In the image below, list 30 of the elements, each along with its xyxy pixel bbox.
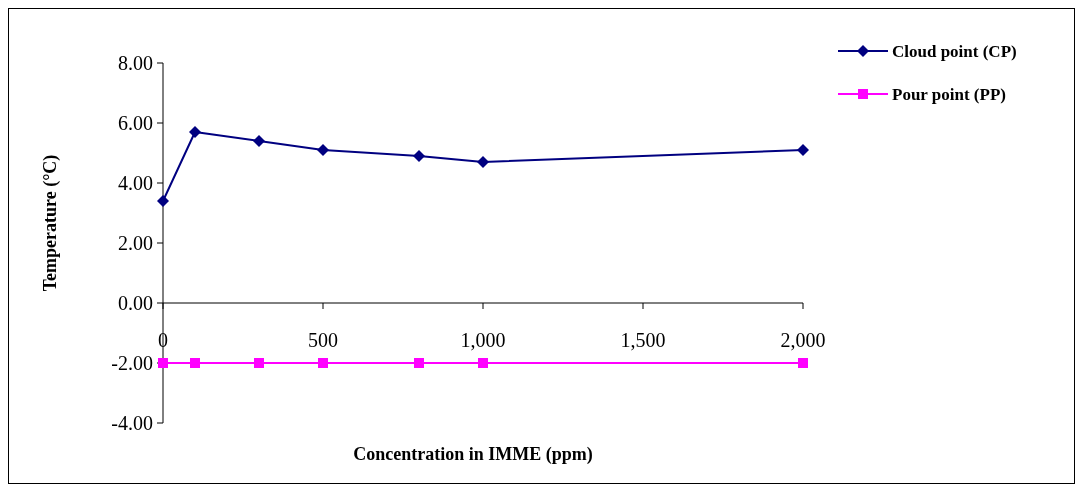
point (157, 195, 169, 207)
point (158, 358, 168, 368)
point (254, 358, 264, 368)
point (318, 358, 328, 368)
point (798, 358, 808, 368)
y-axis-title: Temperature (°C) (40, 154, 61, 292)
x-tick-label: 1,500 (620, 329, 666, 351)
x-tick-label: 1,000 (460, 329, 506, 351)
point (253, 135, 265, 147)
point (477, 156, 489, 168)
point (414, 358, 424, 368)
x-tick-label: 500 (308, 329, 338, 351)
point (317, 144, 329, 156)
y-tick-label: 8.00 (118, 52, 153, 74)
point (478, 358, 488, 368)
x-axis-title: Concentration in IMME (ppm) (353, 444, 593, 465)
legend-label: Cloud point (CP) (892, 41, 1017, 61)
y-tick-label: 4.00 (118, 172, 153, 194)
y-tick-label: 2.00 (118, 232, 153, 254)
point (190, 358, 200, 368)
y-tick-label: -4.00 (111, 412, 153, 434)
legend-label: Pour point (PP) (892, 84, 1006, 104)
point (413, 150, 425, 162)
x-tick-label: 2,000 (780, 329, 826, 351)
y-tick-label: 6.00 (118, 112, 153, 134)
y-tick-label: -2.00 (111, 352, 153, 374)
x-tick-label: 0 (158, 329, 168, 351)
point (797, 144, 809, 156)
point (189, 126, 201, 138)
y-tick-label: 0.00 (118, 292, 153, 314)
